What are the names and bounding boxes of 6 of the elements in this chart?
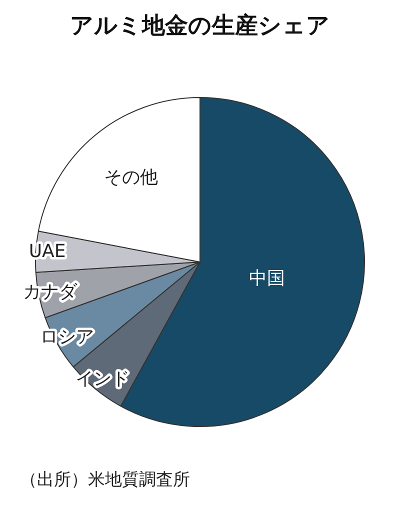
text: （出所）米地質調査所: [20, 469, 190, 491]
slice-label: カナダ: [23, 282, 78, 303]
chart-title: アルミ地金の生産シェア: [69, 12, 331, 41]
slice-label: ロシア: [40, 326, 94, 348]
slice-label: 中国: [248, 268, 285, 289]
slice-label: その他: [104, 167, 158, 188]
